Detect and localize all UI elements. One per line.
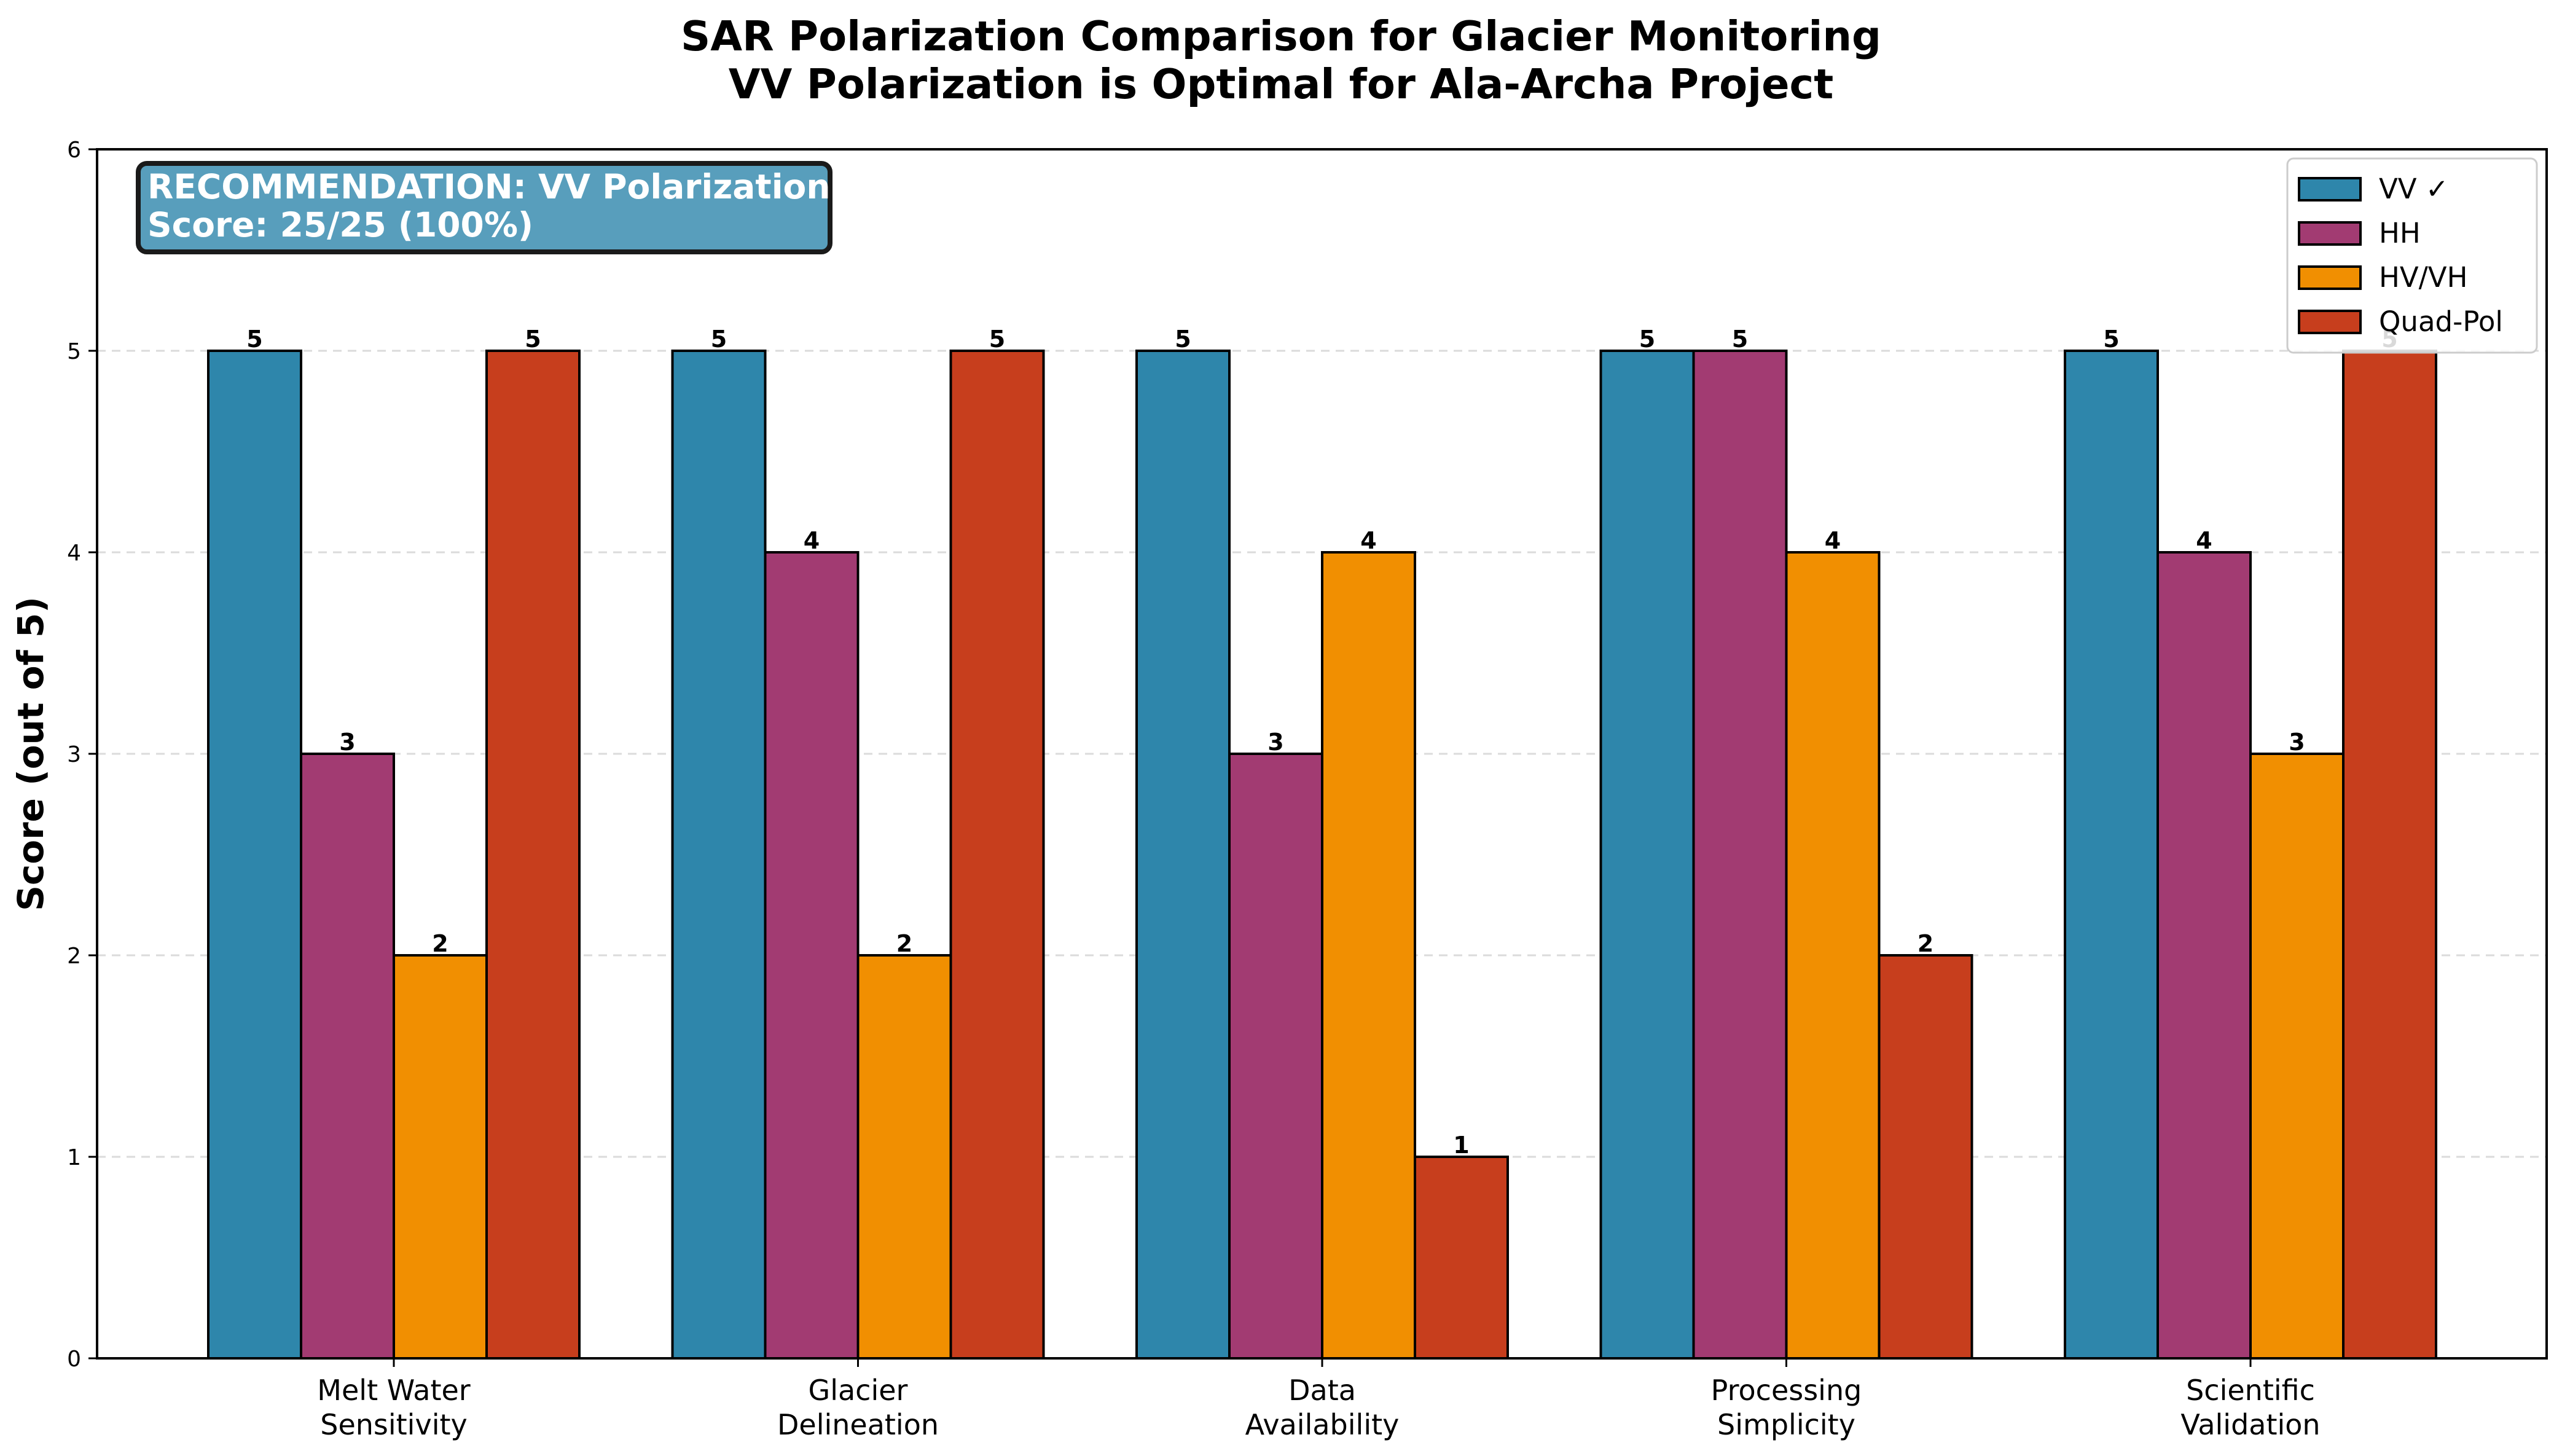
y-tick-label: 2 [67, 944, 81, 969]
bar-value-label: 4 [804, 527, 820, 554]
bar-vv [2064, 350, 2159, 1360]
bar-value-label: 4 [2196, 527, 2212, 554]
legend-swatch [2298, 221, 2362, 246]
bar-value-label: 4 [1825, 527, 1841, 554]
x-tick-label: Availability [1245, 1408, 1400, 1441]
legend-box [2286, 157, 2538, 354]
bar-value-label: 5 [525, 326, 541, 353]
bar-hh [1692, 350, 1788, 1360]
bar-vv [671, 350, 767, 1360]
bar-hh [2157, 551, 2252, 1360]
bar-value-label: 3 [1267, 729, 1283, 756]
x-tick-label: Processing [1711, 1374, 1862, 1407]
x-tick-label: Validation [2180, 1408, 2320, 1441]
legend-swatch [2298, 265, 2362, 290]
legend-label: HV/VH [2379, 261, 2467, 294]
y-tick-label: 6 [67, 138, 81, 163]
legend-swatch [2298, 177, 2362, 202]
recommendation-line-1: RECOMMENDATION: VV Polarization [147, 167, 831, 206]
bar-vv [1135, 350, 1231, 1360]
bar-value-label: 5 [1732, 326, 1748, 353]
bar-value-label: 2 [1918, 930, 1933, 957]
bar-quadpol [1878, 954, 1973, 1360]
x-tick-label: Melt Water [317, 1374, 470, 1407]
legend-label: HH [2379, 217, 2421, 249]
x-tick-label: Data [1288, 1374, 1356, 1407]
bar-value-label: 1 [1453, 1132, 1469, 1159]
recommendation-box [136, 161, 832, 254]
chart-title-line-2: VV Polarization is Optimal for Ala-Archa… [729, 60, 1834, 108]
bar-value-label: 5 [1639, 326, 1655, 353]
recommendation-line-2: Score: 25/25 (100%) [147, 205, 533, 245]
bar-hvvh [1785, 551, 1881, 1360]
bar-vv [207, 350, 302, 1360]
bar-value-label: 3 [339, 729, 355, 756]
x-tick-label: Scientific [2186, 1374, 2315, 1407]
y-tick-label: 0 [67, 1347, 81, 1372]
x-tick-label: Delineation [777, 1408, 939, 1441]
y-tick-label: 4 [67, 541, 81, 566]
bar-hvvh [393, 954, 488, 1360]
y-axis-label: Score (out of 5) [10, 597, 52, 911]
bar-value-label: 4 [1360, 527, 1376, 554]
bar-quadpol [2342, 350, 2437, 1360]
x-tick-label: Simplicity [1717, 1408, 1855, 1441]
y-tick-label: 3 [67, 742, 81, 767]
chart-title-line-1: SAR Polarization Comparison for Glacier … [681, 12, 1881, 60]
x-tick-label: Glacier [809, 1374, 908, 1407]
bar-value-label: 5 [246, 326, 262, 353]
bar-quadpol [1414, 1156, 1509, 1360]
bar-quadpol [949, 350, 1045, 1360]
bar-quadpol [485, 350, 581, 1360]
bar-value-label: 5 [989, 326, 1005, 353]
bar-hvvh [1321, 551, 1416, 1360]
bar-value-label: 3 [2289, 729, 2305, 756]
legend-label: Quad-Pol [2379, 305, 2503, 338]
bar-hh [1228, 753, 1323, 1360]
bar-value-label: 2 [432, 930, 448, 957]
bar-hvvh [2249, 753, 2345, 1360]
bar-value-label: 5 [1175, 326, 1191, 353]
bar-vv [1599, 350, 1695, 1360]
y-tick-label: 1 [67, 1145, 81, 1170]
y-tick-label: 5 [67, 339, 81, 364]
bar-value-label: 5 [2103, 326, 2119, 353]
bar-hh [300, 753, 395, 1360]
bar-value-label: 2 [896, 930, 912, 957]
legend-label: VV ✓ [2379, 173, 2449, 205]
bar-hh [764, 551, 860, 1360]
bar-value-label: 5 [711, 326, 727, 353]
legend-swatch [2298, 310, 2362, 334]
x-tick-label: Sensitivity [320, 1408, 467, 1441]
bar-hvvh [856, 954, 952, 1360]
